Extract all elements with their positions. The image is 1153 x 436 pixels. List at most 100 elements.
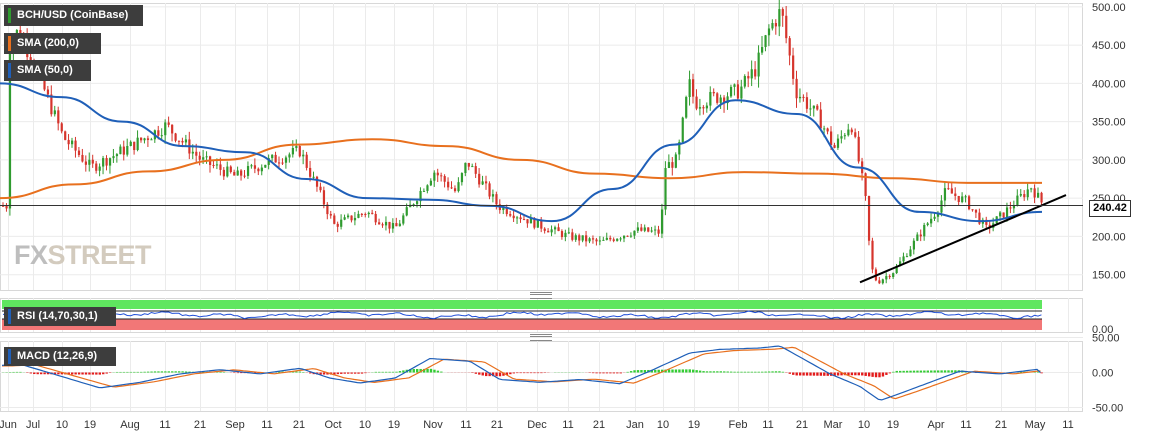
y-tick-label: 350.00 [1092,117,1126,129]
candle-body [667,162,671,169]
candle-body [695,96,698,109]
candle-body [609,237,612,240]
candle-body [633,230,636,236]
macd-histogram-bar [522,372,526,374]
macd-histogram-bar [885,372,888,375]
candle-body [184,139,188,143]
candle-body [578,235,581,241]
macd-histogram-bar [940,370,943,373]
candle-body [288,154,291,158]
candle-body [433,172,436,181]
candle-body [222,169,225,177]
macd-histogram-bar [1037,371,1040,373]
macd-histogram-bar [67,372,70,375]
macd-histogram-bar [298,371,302,373]
candle-body [491,194,495,197]
candle-body [964,196,967,198]
candle-body [985,219,988,225]
x-tick-label: Feb [729,419,748,431]
legend-sma50-swatch [8,63,11,78]
candle-body [202,157,205,160]
candle-body [792,55,795,79]
macd-label-box: MACD (12,26,9) [4,347,116,366]
macd-histogram-bar [747,371,750,373]
macd-histogram-bar [867,372,871,377]
candle-body [509,214,512,216]
macd-histogram-bar [888,372,892,374]
candle-body [447,181,450,188]
candle-body [129,141,132,146]
candle-body [902,256,905,262]
x-tick-label: 11 [960,419,971,431]
candle-body [347,215,350,218]
macd-histogram-bar [795,372,798,376]
macd-histogram-bar [343,372,346,374]
macd-histogram-bar [381,371,384,373]
candle-body [978,212,981,224]
candle-body [81,154,84,162]
candle-body [1026,189,1029,198]
macd-histogram-bar [188,371,191,373]
macd-histogram-bar [654,369,657,373]
macd-histogram-bar [60,372,64,375]
candle-body [378,222,381,225]
candle-body [150,139,153,141]
macd-histogram-bar [436,370,440,373]
candle-body [554,227,557,230]
macd-histogram-bar [295,371,298,373]
y-tick-label: 200.00 [1092,231,1126,243]
macd-histogram-bar [826,372,829,376]
pane-resize-handle-rsi[interactable] [530,292,552,299]
candle-body [43,73,46,90]
macd-histogram-bar [278,371,281,373]
macd-histogram-bar [726,371,729,373]
macd-histogram-bar [350,372,353,374]
candle-body [833,145,836,148]
pane-border [0,341,1083,412]
candle-body [591,238,595,240]
x-tick-label: 21 [194,419,206,431]
candle-body [471,166,474,168]
candle-body [357,213,360,218]
candle-body [488,183,491,197]
macd-histogram-bar [909,370,912,373]
candle-body [785,15,788,39]
candle-body [567,232,570,234]
macd-histogram-bar [336,372,340,375]
macd-histogram-bar [357,372,360,374]
x-tick-label: 19 [688,419,700,431]
candle-body [119,146,122,155]
candle-body [723,97,726,104]
candle-body [326,204,329,215]
x-tick-label: 21 [995,419,1007,431]
candle-body [391,223,395,229]
macd-histogram-bar [895,370,898,373]
macd-histogram-bar [947,370,950,373]
candle-body [122,146,125,155]
candle-body [571,232,574,240]
macd-histogram-bar [160,371,164,373]
candle-body [140,137,143,141]
pane-resize-handle-macd[interactable] [530,334,552,341]
candle-body [5,205,8,209]
macd-histogram-bar [950,370,954,373]
macd-label: MACD (12,26,9) [17,350,98,362]
candle-body [895,266,898,274]
macd-histogram-bar [474,372,478,374]
candle-body [402,215,405,224]
candle-body [640,227,643,231]
legend-sma200-label: SMA (200,0) [17,37,79,49]
macd-histogram-bar [712,371,716,373]
macd-histogram-bar [309,372,312,374]
candle-body [547,230,550,233]
candle-body [1030,188,1033,190]
macd-histogram-bar [750,371,754,373]
legend-sma200-swatch [8,36,11,51]
candle-body [1023,194,1026,198]
candle-body [771,23,774,29]
macd-histogram-bar [823,372,826,376]
macd-histogram-bar [602,372,605,374]
macd-histogram-bar [660,369,664,373]
candle-body [205,156,208,158]
candle-body [443,176,446,182]
